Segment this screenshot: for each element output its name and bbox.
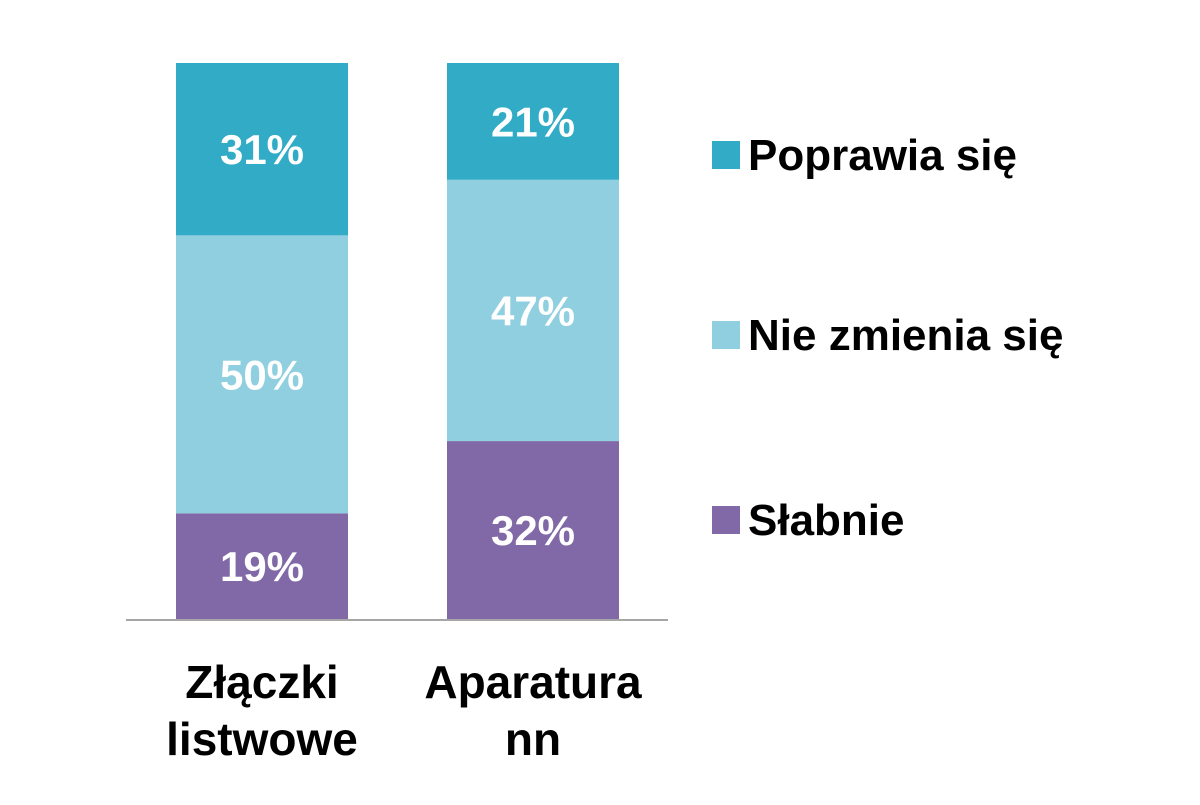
bar-group: 32% 47% 21% bbox=[447, 63, 619, 619]
x-tick-label-line: listwowe bbox=[166, 713, 358, 765]
bar-segment bbox=[447, 179, 619, 442]
legend-swatch bbox=[712, 141, 740, 169]
legend-item: Poprawia się bbox=[712, 131, 1017, 180]
bar-group: 19% 50% 31% bbox=[176, 63, 348, 619]
x-tick-label: Aparatura nn bbox=[424, 656, 642, 765]
x-tick-label: Złączki listwowe bbox=[166, 656, 358, 765]
x-tick-label-line: nn bbox=[505, 713, 561, 765]
legend-label: Poprawia się bbox=[748, 131, 1017, 180]
legend-label: Nie zmienia się bbox=[748, 311, 1063, 360]
bar-segment bbox=[447, 441, 619, 619]
legend-swatch bbox=[712, 506, 740, 534]
legend-item: Słabnie bbox=[712, 496, 905, 545]
bar-segment bbox=[447, 63, 619, 180]
legend-swatch bbox=[712, 321, 740, 349]
legend-item: Nie zmienia się bbox=[712, 311, 1063, 360]
legend-label: Słabnie bbox=[748, 496, 905, 545]
x-tick-label-line: Złączki bbox=[185, 656, 338, 708]
data-label: 31% bbox=[220, 126, 304, 173]
data-label: 19% bbox=[220, 543, 304, 590]
bar-segment bbox=[176, 513, 348, 619]
data-label: 32% bbox=[491, 507, 575, 554]
data-label: 21% bbox=[491, 98, 575, 145]
data-label: 50% bbox=[220, 351, 304, 398]
bar-segment bbox=[176, 235, 348, 514]
data-label: 47% bbox=[491, 287, 575, 334]
bar-segment bbox=[176, 63, 348, 236]
x-tick-label-line: Aparatura bbox=[424, 656, 642, 708]
